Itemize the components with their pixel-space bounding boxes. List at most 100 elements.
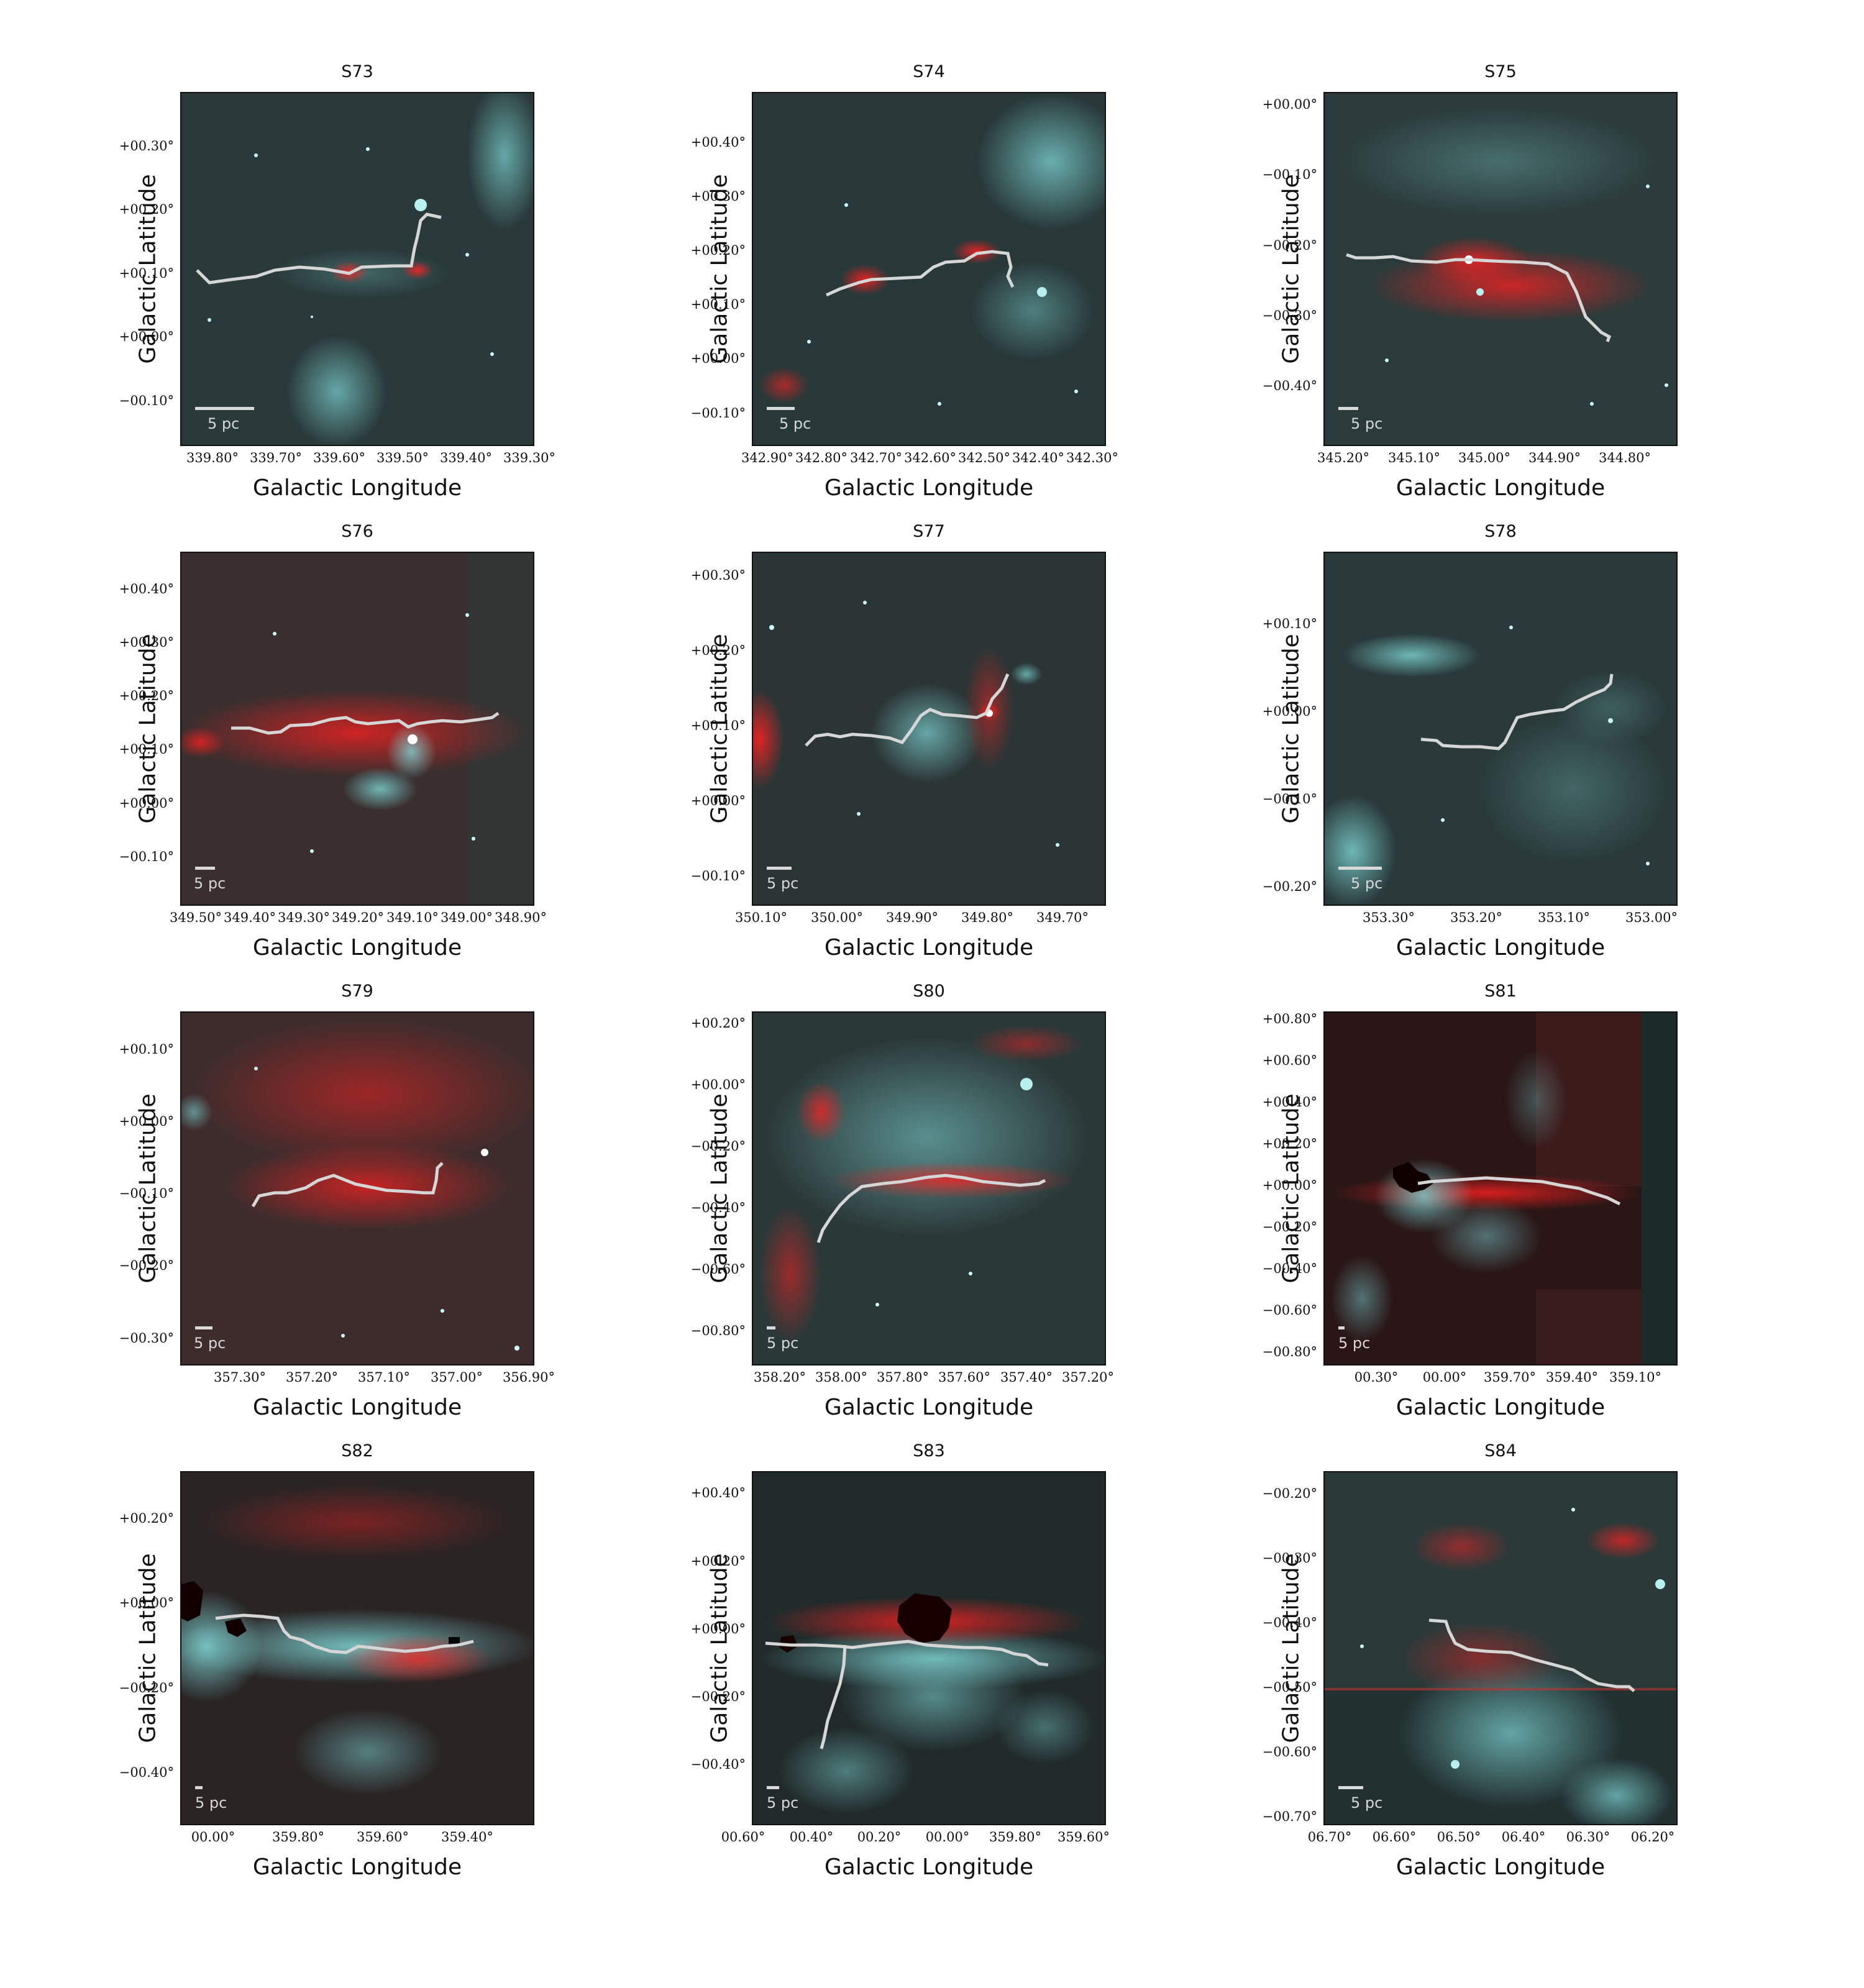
y-tick-label: −00.50° — [1262, 1680, 1317, 1695]
x-tick-label: 358.20° — [754, 1370, 806, 1385]
x-tick-label: 349.40° — [224, 910, 276, 925]
x-tick-label: 344.80° — [1599, 450, 1651, 465]
y-tick-label: −00.20° — [1262, 238, 1317, 253]
x-tick-label: 342.50° — [958, 450, 1010, 465]
y-tick-label: −00.40° — [1262, 1261, 1317, 1276]
x-tick-label: 357.30° — [214, 1370, 266, 1385]
y-tick-label: +00.10° — [119, 1042, 174, 1057]
y-tick-label: +00.10° — [1262, 616, 1317, 631]
y-tick-label: +00.10° — [119, 742, 174, 757]
scale-bar-label: 5 pc — [1351, 1794, 1383, 1812]
y-tick-label: +00.40° — [1262, 1095, 1317, 1110]
y-tick-label: +00.30° — [690, 189, 746, 204]
x-tick-label: 353.30° — [1363, 910, 1415, 925]
x-tick-label: 350.00° — [811, 910, 863, 925]
y-tick-label: +00.30° — [690, 568, 746, 583]
sky-image: 5 pc — [752, 1011, 1106, 1366]
x-tick-label: 06.70° — [1307, 1830, 1352, 1844]
panel-title: S76 — [341, 522, 373, 541]
x-axis-title: Galactic Longitude — [1396, 1395, 1606, 1420]
y-tick-label: −00.40° — [1262, 1615, 1317, 1630]
panel-title: S78 — [1484, 522, 1517, 541]
y-tick-label: +00.10° — [690, 718, 746, 733]
x-tick-label: 359.10° — [1609, 1370, 1661, 1385]
scale-bar — [767, 1786, 779, 1789]
scale-bar — [1338, 1786, 1363, 1789]
y-tick-label: −00.10° — [690, 406, 746, 421]
x-tick-label: 06.50° — [1437, 1830, 1481, 1844]
x-tick-label: 339.50° — [377, 450, 429, 465]
y-tick-label: +00.00° — [690, 1621, 746, 1636]
y-tick-label: +00.00° — [1262, 1178, 1317, 1193]
x-tick-label: 00.30° — [1354, 1370, 1399, 1385]
x-tick-label: 357.20° — [1062, 1370, 1114, 1385]
scale-bar — [767, 407, 795, 410]
y-tick-label: −00.70° — [1262, 1809, 1317, 1824]
x-tick-label: 359.60° — [1058, 1830, 1110, 1844]
y-tick-label: −00.10° — [1262, 167, 1317, 182]
panel-title: S81 — [1484, 982, 1517, 1001]
sky-background — [1325, 1013, 1676, 1364]
y-tick-label: −00.40° — [690, 1757, 746, 1772]
y-tick-label: +00.00° — [690, 793, 746, 808]
panel-s79: S79 5 pc Galactic Latitude Galactic Long… — [62, 982, 572, 1429]
x-tick-label: 349.80° — [961, 910, 1013, 925]
scale-bar — [195, 407, 254, 410]
x-tick-label: 358.00° — [815, 1370, 867, 1385]
panel-s73: S73 5 pc Galactic Latitude Galactic Long… — [62, 62, 572, 509]
x-tick-label: 349.20° — [332, 910, 384, 925]
sky-background — [1325, 93, 1676, 445]
y-tick-label: −00.60° — [1262, 1303, 1317, 1318]
scale-bar — [1338, 867, 1382, 870]
panel-s80: S80 5 pc Galactic Latitude Galactic Long… — [634, 982, 1143, 1429]
x-tick-label: 342.90° — [741, 450, 793, 465]
x-tick-label: 353.10° — [1538, 910, 1590, 925]
x-tick-label: 00.20° — [857, 1830, 902, 1844]
x-tick-label: 00.00° — [1422, 1370, 1467, 1385]
panel-s77: S77 5 pc Galactic Latitude Galactic Long… — [634, 522, 1143, 969]
sky-image: 5 pc — [752, 92, 1106, 446]
panel-s78: S78 5 pc Galactic Latitude Galactic Long… — [1205, 522, 1715, 969]
filament-spine — [1428, 1618, 1635, 1692]
y-tick-label: −00.10° — [119, 1186, 174, 1201]
y-axis-title: Galactic Latitude — [706, 1553, 733, 1743]
sky-image: 5 pc — [180, 1471, 534, 1825]
x-tick-label: 339.80° — [186, 450, 239, 465]
sky-image: 5 pc — [180, 552, 534, 906]
x-tick-label: 349.00° — [441, 910, 493, 925]
scale-bar-label: 5 pc — [194, 875, 226, 892]
x-tick-label: 357.10° — [358, 1370, 410, 1385]
y-tick-label: −00.20° — [119, 1258, 174, 1273]
scale-bar-label: 5 pc — [1351, 415, 1383, 432]
sky-background — [753, 553, 1105, 905]
y-tick-label: +00.20° — [690, 643, 746, 658]
panel-s83: S83 5 pc Galactic Latitude Galactic Long… — [634, 1441, 1143, 1889]
x-tick-label: 06.30° — [1566, 1830, 1610, 1844]
x-axis-title: Galactic Longitude — [824, 1854, 1034, 1880]
y-tick-label: +00.30° — [119, 139, 174, 153]
sky-background — [181, 93, 533, 445]
x-tick-label: 359.80° — [989, 1830, 1041, 1844]
sky-image: 5 pc — [1323, 92, 1678, 446]
filament-spine — [816, 1174, 1046, 1243]
y-tick-label: +00.20° — [690, 243, 746, 258]
x-tick-label: 349.50° — [170, 910, 222, 925]
y-axis-title: Galactic Latitude — [135, 1553, 161, 1743]
sky-image: 5 pc — [1323, 552, 1678, 906]
sky-image: 5 pc — [1323, 1471, 1678, 1825]
sky-background — [753, 1013, 1105, 1364]
scale-bar-label: 5 pc — [779, 415, 811, 432]
x-tick-label: 00.00° — [191, 1830, 235, 1844]
x-axis-title: Galactic Longitude — [252, 475, 462, 501]
scale-bar-label: 5 pc — [1351, 875, 1383, 892]
y-tick-label: +00.00° — [119, 329, 174, 344]
filament-spine — [231, 711, 500, 735]
y-tick-label: +00.00° — [690, 1077, 746, 1092]
panel-title: S84 — [1484, 1441, 1517, 1461]
y-tick-label: −00.20° — [119, 1680, 174, 1695]
x-tick-label: 345.20° — [1317, 450, 1369, 465]
x-tick-label: 359.60° — [357, 1830, 409, 1844]
scale-bar — [1338, 407, 1358, 410]
x-axis-title: Galactic Longitude — [824, 475, 1034, 501]
sky-background — [1325, 553, 1676, 905]
